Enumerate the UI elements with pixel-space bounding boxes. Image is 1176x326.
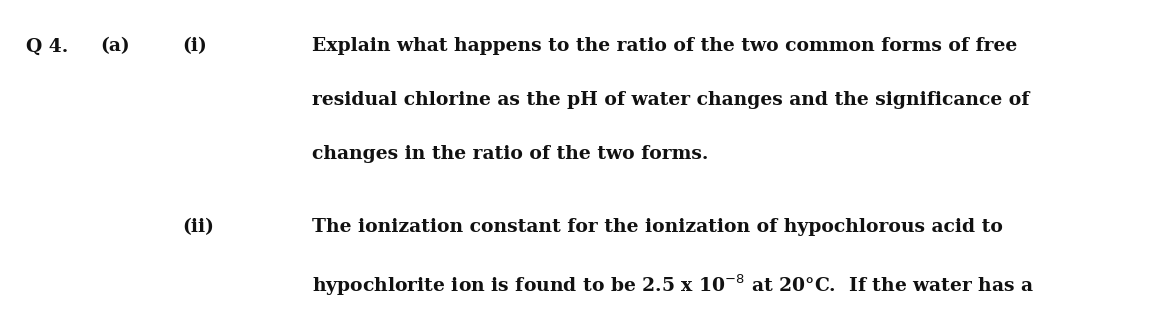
Text: changes in the ratio of the two forms.: changes in the ratio of the two forms. [312,145,708,163]
Text: residual chlorine as the pH of water changes and the significance of: residual chlorine as the pH of water cha… [312,91,1029,109]
Text: The ionization constant for the ionization of hypochlorous acid to: The ionization constant for the ionizati… [312,218,1002,236]
Text: Explain what happens to the ratio of the two common forms of free: Explain what happens to the ratio of the… [312,37,1017,55]
Text: Q 4.: Q 4. [26,37,68,55]
Text: hypochlorite ion is found to be 2.5 x 10$^{-8}$ at 20°C.  If the water has a: hypochlorite ion is found to be 2.5 x 10… [312,272,1034,298]
Text: (i): (i) [182,37,207,55]
Text: (ii): (ii) [182,218,214,236]
Text: (a): (a) [100,37,129,55]
